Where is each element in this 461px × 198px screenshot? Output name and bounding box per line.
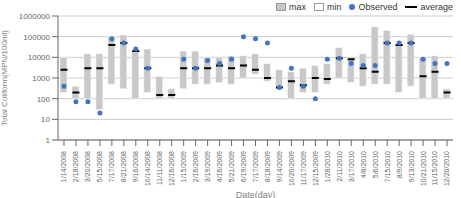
svg-text:1: 1 xyxy=(46,136,51,145)
svg-text:10000: 10000 xyxy=(28,53,51,62)
svg-text:100: 100 xyxy=(37,95,51,104)
svg-text:Total Coliform(MPN/100ml): Total Coliform(MPN/100ml) xyxy=(8,30,9,126)
svg-text:100000: 100000 xyxy=(23,33,50,42)
svg-text:1/14/2008: 1/14/2008 xyxy=(60,151,67,182)
svg-text:1/15/2009: 1/15/2009 xyxy=(180,151,187,182)
html-text:max: max xyxy=(288,2,306,12)
svg-text:8/21/2008: 8/21/2008 xyxy=(120,151,127,182)
svg-text:11/11/2008: 11/11/2008 xyxy=(156,151,163,185)
svg-text:8/18/2009: 8/18/2009 xyxy=(264,151,271,182)
svg-text:12/16/2008: 12/16/2008 xyxy=(168,151,175,186)
svg-text:1000: 1000 xyxy=(32,74,50,83)
svg-text:10/21/2010: 10/21/2010 xyxy=(420,151,427,186)
svg-text:2/18/2008: 2/18/2008 xyxy=(72,151,79,182)
svg-text:3/20/2008: 3/20/2008 xyxy=(84,151,91,182)
html-text:min: min xyxy=(326,2,342,12)
svg-text:8/9/2010: 8/9/2010 xyxy=(396,151,403,178)
svg-text:4/16/2009: 4/16/2009 xyxy=(216,151,223,182)
svg-text:7/17/2008: 7/17/2008 xyxy=(108,151,115,182)
svg-text:10: 10 xyxy=(41,115,50,124)
svg-text:9/14/2009: 9/14/2009 xyxy=(276,151,283,182)
svg-text:7/15/2010: 7/15/2010 xyxy=(384,151,391,182)
svg-text:Date(day): Date(day) xyxy=(236,190,276,198)
svg-text:1000000: 1000000 xyxy=(19,12,51,21)
svg-text:12/15/2009: 12/15/2009 xyxy=(312,151,319,186)
html-text:average: average xyxy=(420,2,453,12)
html-text:Observed: Observed xyxy=(358,2,398,12)
svg-text:9/16/2008: 9/16/2008 xyxy=(132,151,139,182)
svg-text:5/21/2009: 5/21/2009 xyxy=(228,151,235,182)
svg-text:7/17/2009: 7/17/2009 xyxy=(252,151,259,182)
svg-text:6/19/2009: 6/19/2009 xyxy=(240,151,247,182)
svg-text:3/19/2009: 3/19/2009 xyxy=(204,151,211,182)
svg-text:9/13/2010: 9/13/2010 xyxy=(408,151,415,182)
svg-text:2/16/2009: 2/16/2009 xyxy=(192,151,199,182)
svg-text:10/20/2009: 10/20/2009 xyxy=(288,151,295,186)
svg-text:5/15/2008: 5/15/2008 xyxy=(96,151,103,182)
svg-text:3/17/2010: 3/17/2010 xyxy=(348,151,355,182)
svg-text:11/15/2010: 11/15/2010 xyxy=(431,151,438,186)
svg-text:2/11/2010: 2/11/2010 xyxy=(336,151,343,182)
svg-text:4/8/2010: 4/8/2010 xyxy=(360,151,367,178)
svg-text:12/20/2010: 12/20/2010 xyxy=(443,151,450,186)
svg-text:10/14/2008: 10/14/2008 xyxy=(144,151,151,186)
svg-text:11/17/2009: 11/17/2009 xyxy=(300,151,307,186)
svg-text:5/6/2010: 5/6/2010 xyxy=(372,151,379,178)
svg-text:1/28/2010: 1/28/2010 xyxy=(324,151,331,182)
